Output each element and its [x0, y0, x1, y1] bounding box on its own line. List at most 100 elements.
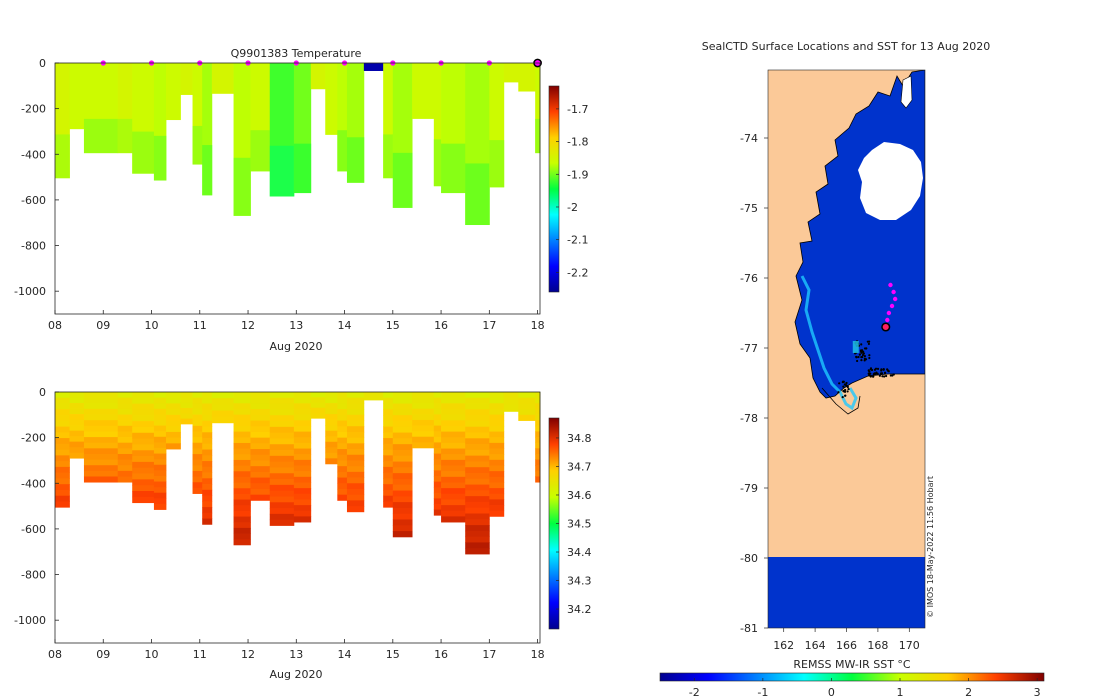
salinity-cell — [293, 505, 312, 512]
salinity-cell — [132, 438, 155, 445]
x-tick-label: 16 — [434, 648, 448, 661]
salinity-cell — [69, 425, 85, 432]
salinity-cell — [55, 443, 70, 451]
historical-profile-point — [858, 353, 861, 356]
track-point — [889, 303, 895, 309]
salinity-cell — [233, 471, 251, 478]
x-tick-label: 10 — [145, 648, 159, 661]
salinity-cell — [192, 437, 203, 444]
historical-profile-point — [869, 372, 872, 375]
salinity-cell — [392, 531, 413, 538]
salinity-cell — [535, 392, 541, 399]
salinity-cell — [337, 477, 348, 484]
salinity-cell — [293, 499, 312, 506]
salinity-cell — [310, 412, 326, 419]
salinity-cell — [153, 470, 167, 477]
salinity-cell — [412, 414, 435, 421]
salinity-cell — [83, 476, 119, 483]
temperature-x-ticks: 08 09 10 11 12 13 14 15 16 17 18 — [48, 310, 545, 332]
map-colorbar-tick-label: 3 — [1034, 686, 1041, 699]
salinity-cell — [392, 438, 413, 445]
salinity-cell — [83, 437, 119, 444]
salinity-cell — [233, 397, 251, 404]
salinity-cell — [346, 420, 365, 427]
salinity-cell — [69, 403, 85, 409]
temperature-title: Q9901383 Temperature — [231, 47, 362, 60]
salinity-cell — [202, 461, 213, 468]
salinity-cell — [83, 414, 119, 421]
historical-profile-point — [837, 391, 840, 394]
salinity-cell — [337, 403, 348, 410]
salinity-cell — [233, 442, 251, 450]
salinity-cell — [465, 397, 490, 404]
salinity-cell — [69, 408, 85, 415]
salinity-cell — [489, 425, 505, 432]
historical-profile-point — [844, 388, 847, 392]
salinity-cell — [55, 466, 70, 474]
map-x-tick-label: 170 — [899, 639, 920, 652]
salinity-cell — [325, 425, 338, 432]
historical-profile-point — [882, 367, 885, 371]
salinity-cell — [192, 459, 203, 466]
temperature-profile-deep-band — [383, 134, 394, 179]
salinity-cell — [293, 408, 312, 416]
salinity-cell — [489, 488, 505, 495]
salinity-cell — [441, 442, 466, 449]
salinity-cell — [465, 415, 490, 422]
y-tick-label: -600 — [21, 194, 46, 207]
historical-profile-point — [869, 375, 872, 378]
salinity-cell — [83, 425, 119, 432]
x-tick-label: 11 — [193, 319, 207, 332]
x-tick-label: 09 — [96, 319, 110, 332]
map-y-tick-label: -80 — [740, 552, 758, 565]
y-tick-label: -1000 — [14, 614, 46, 627]
salinity-cell — [325, 403, 338, 409]
salinity-cell — [55, 392, 70, 399]
y-tick-label: -200 — [21, 103, 46, 116]
salinity-cell — [269, 415, 295, 422]
salinity-cell — [465, 536, 490, 543]
salinity-cell — [346, 403, 365, 410]
temperature-profile-column — [503, 63, 519, 83]
salinity-cell — [55, 426, 70, 433]
salinity-x-ticks: 08 09 10 11 12 13 14 15 16 17 18 — [48, 639, 545, 661]
salinity-cell — [69, 414, 85, 420]
salinity-cell — [269, 444, 295, 451]
salinity-cell — [465, 478, 490, 485]
salinity-cell — [69, 452, 85, 459]
salinity-cell — [192, 487, 203, 494]
temperature-profile-deep-band — [433, 139, 442, 187]
salinity-cell — [269, 397, 295, 405]
salinity-cell — [117, 425, 133, 432]
salinity-cell — [233, 539, 251, 546]
salinity-cell — [293, 459, 312, 466]
map-y-ticks: -74 -75 -76 -77 -78 -79 -80 -81 — [740, 132, 768, 635]
salinity-cell — [83, 470, 119, 477]
salinity-cell — [310, 407, 326, 414]
salinity-cell — [383, 489, 394, 497]
salinity-cell — [192, 420, 203, 427]
salinity-cell — [165, 409, 181, 416]
salinity-cell — [465, 484, 490, 491]
salinity-cell — [535, 414, 541, 421]
colorbar-tick-label: 34.5 — [567, 518, 592, 531]
salinity-cell — [165, 426, 181, 433]
salinity-cell — [153, 492, 167, 499]
salinity-cell — [465, 455, 490, 462]
salinity-cell — [202, 432, 213, 439]
salinity-cell — [433, 414, 442, 421]
salinity-cell — [55, 489, 70, 497]
salinity-cell — [412, 419, 435, 426]
salinity-cell — [55, 449, 70, 456]
salinity-cell — [165, 420, 181, 427]
map-ice-edge — [800, 275, 858, 411]
salinity-cell — [250, 403, 271, 410]
track-point — [892, 296, 898, 302]
salinity-cell — [383, 432, 394, 439]
salinity-cell — [132, 467, 155, 474]
salinity-cell — [392, 461, 413, 468]
colorbar-tick-label: -2 — [567, 201, 578, 214]
salinity-cell — [153, 464, 167, 471]
salinity-cell — [117, 465, 133, 472]
